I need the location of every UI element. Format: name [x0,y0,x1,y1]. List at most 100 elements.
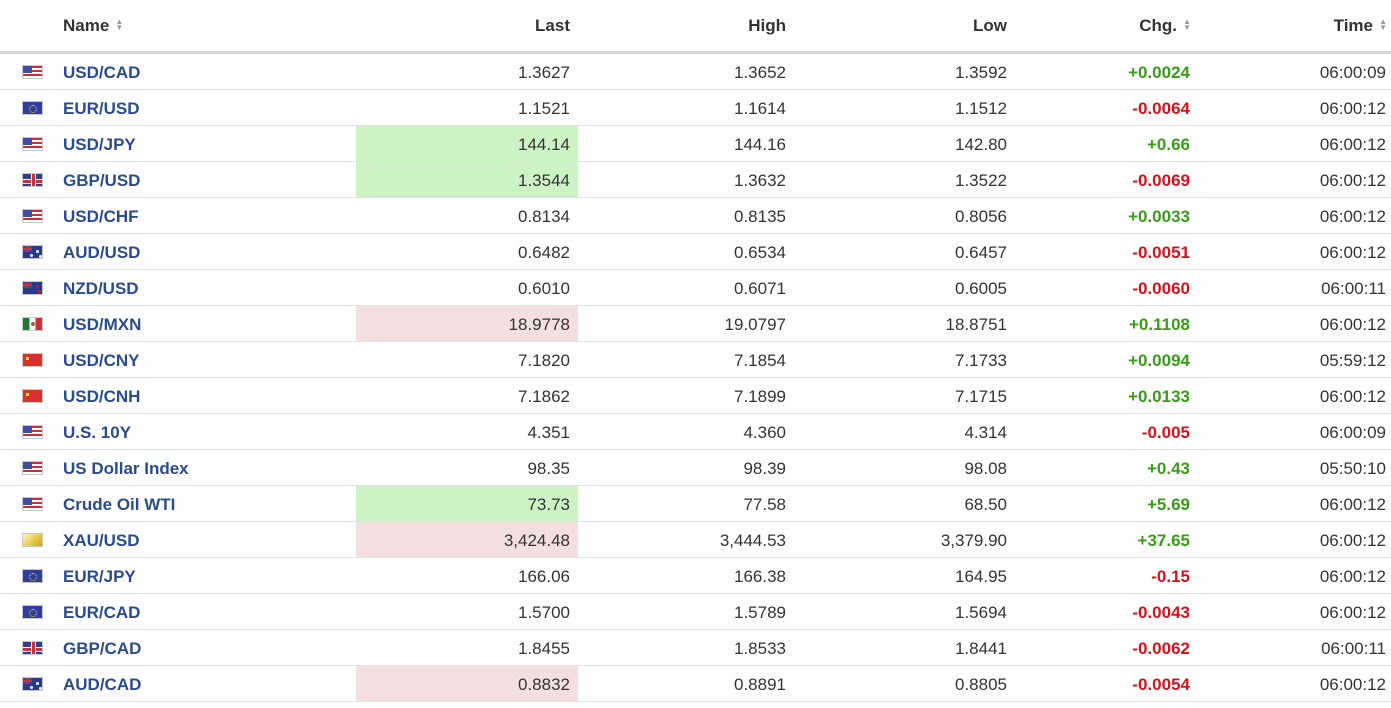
low-price: 3,379.90 [940,531,1007,550]
table-row[interactable]: EUR/CAD 1.5700 1.5789 1.5694 -0.0043 06:00:12 [0,594,1391,630]
change-value: +0.0024 [1128,63,1190,82]
gb-flag-icon [22,173,43,187]
column-label-time: Time [1333,16,1373,35]
table-row[interactable]: GBP/USD 1.3544 1.3632 1.3522 -0.0069 06:00:12 [0,162,1391,198]
column-header-chg[interactable]: Chg. ▲ ▼ [1050,0,1191,51]
change-value: -0.0054 [1132,675,1190,694]
us-flag-icon [22,209,43,223]
instrument-link[interactable]: US Dollar Index [63,459,189,478]
table-row[interactable]: USD/CAD 1.3627 1.3652 1.3592 +0.0024 06:00:09 [0,54,1391,90]
eu-flag-icon [22,569,43,583]
low-price: 1.3592 [955,63,1007,82]
high-price: 7.1899 [734,387,786,406]
high-price: 19.0797 [724,315,786,334]
instrument-link[interactable]: AUD/CAD [63,675,142,694]
change-value: -0.005 [1141,423,1190,442]
low-price: 1.8441 [955,639,1007,658]
high-price: 0.6534 [734,243,786,262]
table-row[interactable]: USD/CHF 0.8134 0.8135 0.8056 +0.0033 06:00:12 [0,198,1391,234]
last-price: 0.8134 [518,207,570,226]
table-row[interactable]: GBP/CAD 1.8455 1.8533 1.8441 -0.0062 06:00:11 [0,630,1391,666]
table-header: Name ▲ ▼ Last High Low Chg. ▲ ▼ Time ▲ ▼ [0,0,1391,54]
sort-icon[interactable]: ▲ ▼ [1183,16,1191,32]
instrument-link[interactable]: USD/CHF [63,207,139,226]
instrument-link[interactable]: GBP/USD [63,171,141,190]
timestamp: 06:00:12 [1319,171,1386,190]
us-flag-icon [22,425,43,439]
table-row[interactable]: USD/MXN 18.9778 19.0797 18.8751 +0.1108 06:00… [0,306,1391,342]
high-price: 166.38 [734,567,786,586]
column-label-last: Last [535,16,570,35]
table-row[interactable]: EUR/USD 1.1521 1.1614 1.1512 -0.0064 06:00:12 [0,90,1391,126]
last-price: 1.5700 [518,603,570,622]
timestamp: 06:00:12 [1319,135,1386,154]
change-value: +0.43 [1146,459,1190,478]
table-row[interactable]: USD/JPY 144.14 144.16 142.80 +0.66 06:00:12 [0,126,1391,162]
us-flag-icon [22,137,43,151]
timestamp: 06:00:12 [1319,243,1386,262]
eu-flag-icon [22,101,43,115]
column-header-name[interactable]: Name ▲ ▼ [63,0,123,51]
last-price: 0.6010 [518,279,570,298]
instrument-link[interactable]: EUR/CAD [63,603,141,622]
change-value: +0.0133 [1128,387,1190,406]
instrument-link[interactable]: USD/MXN [63,315,142,334]
au-flag-icon [22,245,43,259]
change-value: +0.66 [1146,135,1190,154]
table-row[interactable]: AUD/CAD 0.8832 0.8891 0.8805 -0.0054 06:00:12 [0,666,1391,702]
timestamp: 06:00:12 [1319,603,1386,622]
low-price: 0.8056 [955,207,1007,226]
column-header-last[interactable]: Last [470,0,570,51]
low-price: 0.8805 [955,675,1007,694]
instrument-link[interactable]: EUR/JPY [63,567,136,586]
low-price: 1.1512 [955,99,1007,118]
table-row[interactable]: US Dollar Index 98.35 98.39 98.08 +0.43 05:50… [0,450,1391,486]
gb-flag-icon [22,641,43,655]
timestamp: 05:50:10 [1319,459,1386,478]
table-row[interactable]: AUD/USD 0.6482 0.6534 0.6457 -0.0051 06:00:12 [0,234,1391,270]
low-price: 18.8751 [945,315,1007,334]
change-value: -0.0060 [1132,279,1190,298]
timestamp: 06:00:11 [1321,279,1386,298]
table-row[interactable]: XAU/USD 3,424.48 3,444.53 3,379.90 +37.65 06:… [0,522,1391,558]
instrument-link[interactable]: USD/CAD [63,63,141,82]
instrument-link[interactable]: EUR/USD [63,99,140,118]
sort-icon[interactable]: ▲ ▼ [1379,16,1387,32]
instrument-link[interactable]: USD/CNY [63,351,140,370]
sort-icon[interactable]: ▲ ▼ [115,16,124,32]
column-header-low[interactable]: Low [907,0,1007,51]
change-value: +37.65 [1137,531,1190,550]
instrument-link[interactable]: NZD/USD [63,279,139,298]
high-price: 4.360 [743,423,786,442]
table-row[interactable]: U.S. 10Y 4.351 4.360 4.314 -0.005 06:00:09 [0,414,1391,450]
timestamp: 06:00:12 [1319,207,1386,226]
table-row[interactable]: EUR/JPY 166.06 166.38 164.95 -0.15 06:00:12 [0,558,1391,594]
last-price: 0.6482 [518,243,570,262]
instrument-link[interactable]: XAU/USD [63,531,140,550]
change-value: -0.0062 [1132,639,1190,658]
instrument-link[interactable]: Crude Oil WTI [63,495,176,514]
change-value: +0.0033 [1128,207,1190,226]
column-header-high[interactable]: High [686,0,786,51]
last-price: 0.8832 [356,666,578,701]
timestamp: 06:00:12 [1319,387,1386,406]
table-row[interactable]: USD/CNH 7.1862 7.1899 7.1715 +0.0133 06:00:12 [0,378,1391,414]
table-row[interactable]: USD/CNY 7.1820 7.1854 7.1733 +0.0094 05:59:12 [0,342,1391,378]
last-price: 1.1521 [518,99,570,118]
low-price: 0.6005 [955,279,1007,298]
last-price: 144.14 [356,126,578,161]
high-price: 1.1614 [734,99,786,118]
last-price: 166.06 [518,567,570,586]
last-price: 18.9778 [356,306,578,341]
instrument-link[interactable]: AUD/USD [63,243,141,262]
table-row[interactable]: Crude Oil WTI 73.73 77.58 68.50 +5.69 06:00:1… [0,486,1391,522]
high-price: 1.5789 [734,603,786,622]
column-header-time[interactable]: Time ▲ ▼ [1240,0,1387,51]
instrument-link[interactable]: U.S. 10Y [63,423,132,442]
instrument-link[interactable]: USD/JPY [63,135,136,154]
change-value: -0.15 [1151,567,1190,586]
timestamp: 06:00:12 [1319,675,1386,694]
table-row[interactable]: NZD/USD 0.6010 0.6071 0.6005 -0.0060 06:00:11 [0,270,1391,306]
instrument-link[interactable]: USD/CNH [63,387,141,406]
instrument-link[interactable]: GBP/CAD [63,639,142,658]
